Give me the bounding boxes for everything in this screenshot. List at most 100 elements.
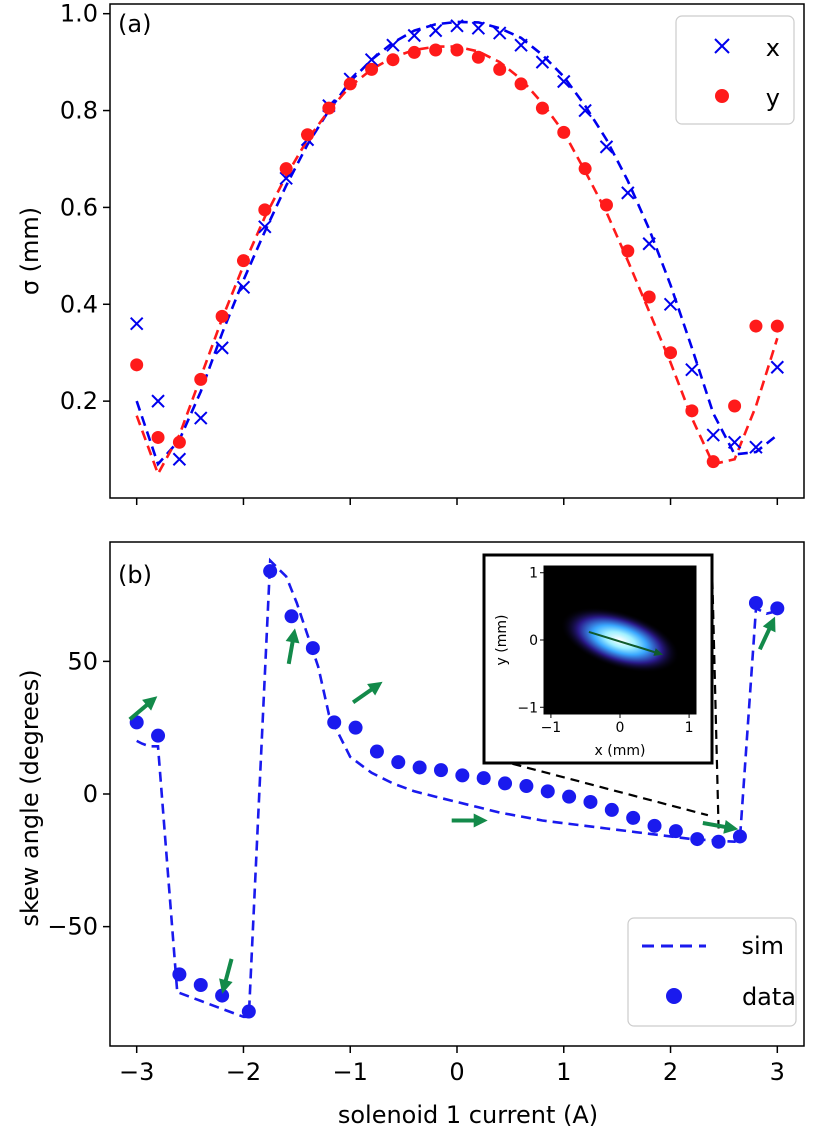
panel-a-axes: 0.2 0.4 0.6 0.8 1.0 — [60, 0, 777, 505]
panel-b-label: (b) — [118, 561, 152, 589]
x-data-point — [686, 364, 698, 376]
y-data-point — [451, 44, 464, 57]
y-data-point — [216, 310, 229, 323]
skew-data-point — [712, 835, 726, 849]
x-data-point — [494, 27, 506, 39]
panel-b-ytick-label: −50 — [47, 913, 98, 941]
panel-b-xtick-label: 1 — [556, 1058, 571, 1086]
skew-data-point — [172, 967, 186, 981]
skew-data-point — [562, 790, 576, 804]
legend-sim-label: sim — [741, 932, 784, 960]
skew-data-point — [733, 829, 747, 843]
x-data-point — [152, 395, 164, 407]
y-data-point — [130, 358, 143, 371]
legend-y-dot — [715, 89, 729, 103]
inset-ytick-label: 0 — [529, 633, 538, 649]
skew-data-point — [770, 601, 784, 615]
legend-y-label: y — [766, 84, 780, 112]
skew-data-point — [327, 715, 341, 729]
legend-y-marker — [715, 89, 729, 103]
skew-data-point — [242, 1005, 256, 1019]
y-data-point — [621, 245, 634, 258]
skew-data-point — [285, 609, 299, 623]
panel-a-ytick-label: 1.0 — [60, 0, 98, 28]
panel-b-xtick-label: −3 — [119, 1058, 154, 1086]
skew-data-point — [391, 755, 405, 769]
x-data-point — [536, 56, 548, 68]
y-data-point — [643, 291, 656, 304]
inset-xtick-label: 0 — [616, 720, 625, 736]
y-data-point — [664, 346, 677, 359]
legend-x-label: x — [766, 34, 780, 62]
x-data-point — [729, 436, 741, 448]
inset-beam-image: −1 0 1−101 x (mm) y (mm) — [484, 555, 712, 763]
x-data-point — [515, 39, 527, 51]
skew-data-point — [749, 596, 763, 610]
y-data-point — [301, 128, 314, 141]
y-data-point — [194, 373, 207, 386]
panel-b-legend: sim data — [628, 918, 796, 1026]
y-data-point — [237, 254, 250, 267]
x-data-point — [430, 25, 442, 37]
orientation-arrow — [349, 676, 387, 708]
skew-data-point — [669, 824, 683, 838]
x-data-point — [643, 238, 655, 250]
y-data-point — [258, 203, 271, 216]
skew-data-point — [498, 776, 512, 790]
inset-ylabel: y (mm) — [494, 615, 510, 666]
skew-data-point — [605, 803, 619, 817]
skew-data-point — [690, 832, 704, 846]
inset-ytick-label: −1 — [517, 700, 538, 716]
y-data-point — [707, 455, 720, 468]
panel-a-legend: x y — [676, 16, 794, 124]
x-data-point — [195, 412, 207, 424]
y-data-point — [557, 126, 570, 139]
panel-b-xtick-label: −2 — [226, 1058, 261, 1086]
y-data-point — [173, 436, 186, 449]
panel-b: (b) −3 −2 −1 0 1 2 3 −50 0 50 skew angle (degrees… — [16, 542, 804, 1129]
skew-data-point — [194, 978, 208, 992]
panel-b-xtick-label: 3 — [770, 1058, 785, 1086]
y-data-point — [365, 63, 378, 76]
x-data-point — [131, 318, 143, 330]
legend-data-label: data — [742, 983, 796, 1011]
panel-a-ytick-label: 0.6 — [60, 193, 98, 221]
panel-a-ytick-label: 0.4 — [60, 290, 98, 318]
inset-xtick-label: 1 — [685, 720, 694, 736]
orientation-arrow — [753, 614, 781, 653]
skew-data-point — [477, 771, 491, 785]
y-data-point — [685, 404, 698, 417]
x-data-point — [707, 429, 719, 441]
y-data-point — [600, 198, 613, 211]
skew-data-point — [349, 721, 363, 735]
skew-data-point — [648, 819, 662, 833]
x-data-point — [472, 22, 484, 34]
figure-canvas: (a) 0.20.40.60.81.0 σ (mm) x y (b) −3 −2−… — [0, 0, 830, 1130]
skew-data-point — [455, 768, 469, 782]
orientation-arrow — [282, 627, 302, 665]
x-data-point — [451, 20, 463, 32]
skew-data-point — [151, 729, 165, 743]
orientation-arrow — [125, 691, 162, 725]
panel-b-xlabel: solenoid 1 current (A) — [338, 1101, 598, 1129]
y-data-point — [515, 77, 528, 90]
panel-a-ytick-label: 0.8 — [60, 97, 98, 125]
y-data-point — [771, 320, 784, 333]
panel-b-ylabel: skew angle (degrees) — [16, 669, 44, 926]
inset-xtick-label: −1 — [541, 720, 562, 736]
y-data-point — [280, 162, 293, 175]
y-data-point — [152, 431, 165, 444]
y-data-point — [728, 399, 741, 412]
skew-data-point — [306, 641, 320, 655]
skew-data-point — [626, 811, 640, 825]
panel-a: (a) 0.2 0.4 0.6 0.8 1.0 σ (mm) x y — [16, 0, 804, 505]
skew-data-point — [413, 760, 427, 774]
skew-data-point — [519, 779, 533, 793]
orientation-arrow — [452, 814, 488, 828]
y-data-point — [493, 63, 506, 76]
skew-data-point — [583, 795, 597, 809]
panel-a-ytick-label: 0.2 — [60, 387, 98, 415]
x-data-point — [173, 453, 185, 465]
panel-b-xtick-label: −1 — [333, 1058, 368, 1086]
panel-b-ytick-label: 50 — [67, 647, 98, 675]
